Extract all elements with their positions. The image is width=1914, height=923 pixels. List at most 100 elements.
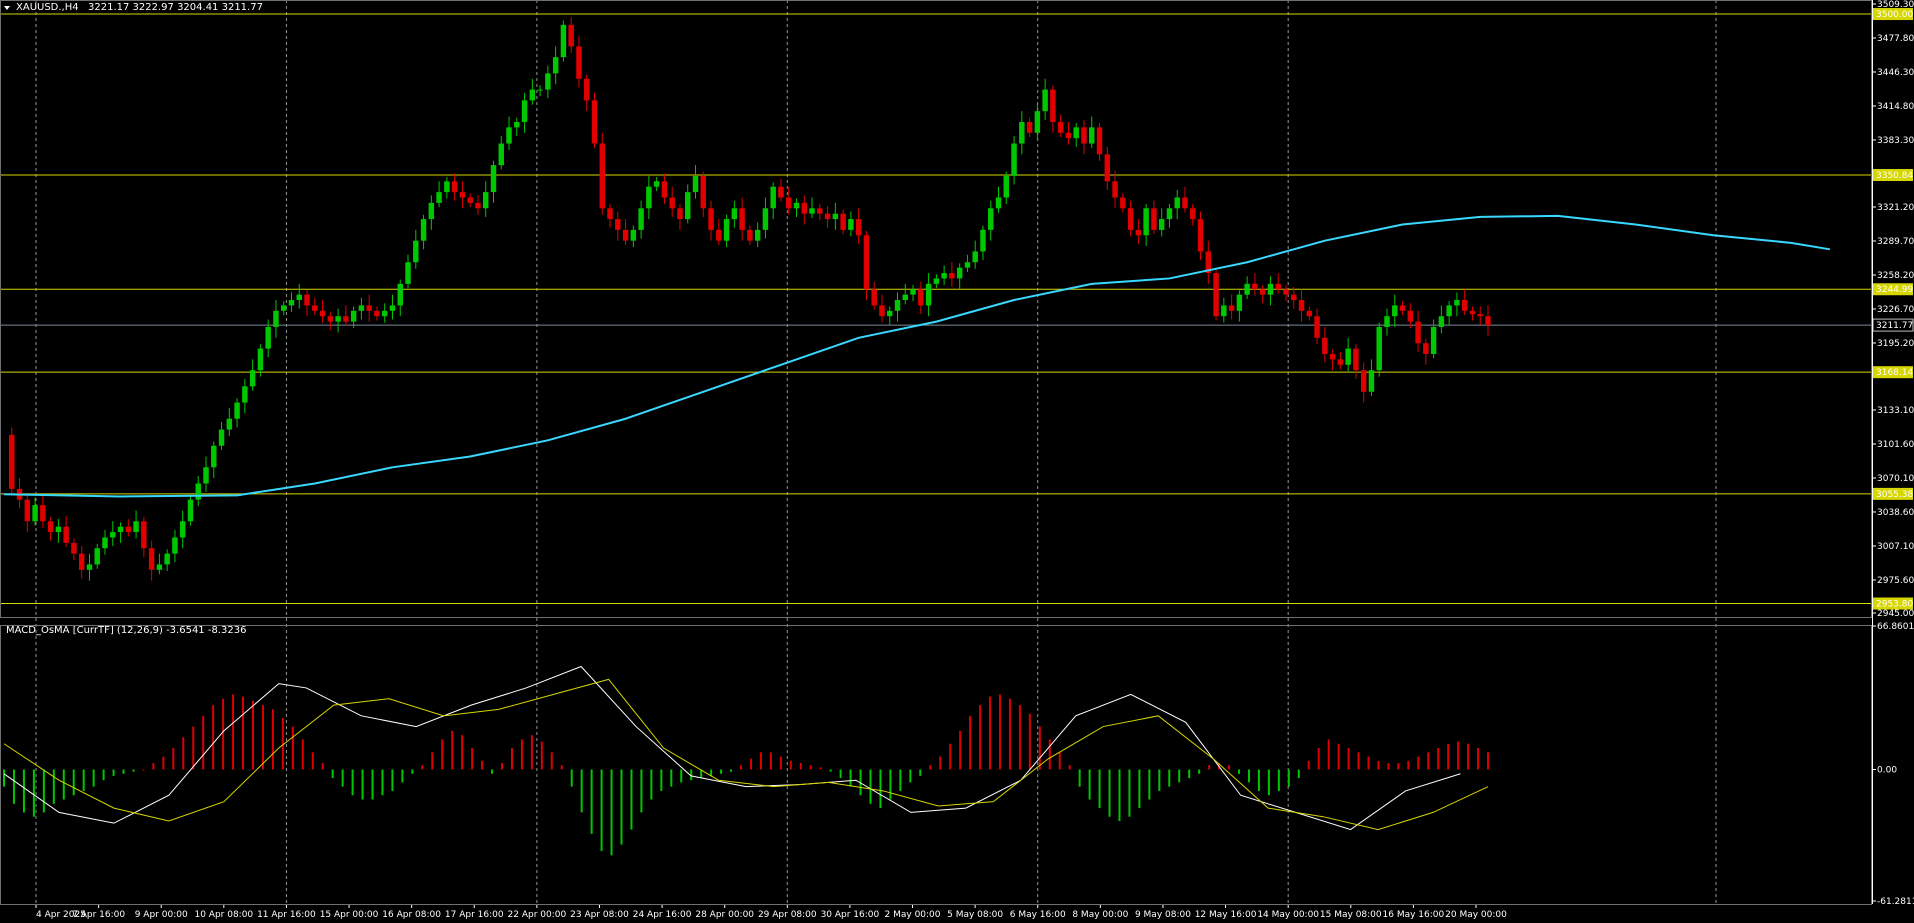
level-price-label: 3500.00 [1876, 10, 1913, 20]
bearish-candle [71, 542, 77, 554]
histogram-bar [391, 769, 394, 791]
histogram-bar [819, 767, 822, 770]
histogram-bar [1228, 765, 1231, 770]
bearish-candle [840, 213, 846, 230]
bearish-candle [1228, 305, 1235, 311]
bullish-candle [288, 300, 295, 306]
time-axis-label: 30 Apr 16:00 [821, 910, 880, 920]
histogram-bar [1188, 769, 1191, 779]
main-chart-frame [0, 0, 1872, 618]
bullish-candle [925, 283, 932, 306]
signal-line [3, 678, 1489, 831]
time-axis-label: 5 May 08:00 [947, 910, 1003, 920]
bullish-candle [1073, 127, 1079, 139]
histogram-bar [909, 769, 912, 783]
bearish-candle [1485, 316, 1491, 326]
histogram-bar [481, 760, 484, 770]
bearish-candle [1353, 348, 1359, 371]
histogram-bar [82, 769, 85, 791]
histogram-bar [1437, 748, 1440, 770]
level-price-label: 3350.84 [1876, 171, 1913, 181]
time-axis-label: 16 Apr 08:00 [382, 910, 441, 920]
price-axis-label: 3133.10 [1877, 406, 1914, 416]
bullish-candle [32, 505, 38, 522]
histogram-bar [192, 726, 195, 770]
bullish-candle [723, 219, 730, 241]
bullish-candle [1446, 305, 1452, 317]
indicator-frame [0, 625, 1872, 905]
histogram-bar [401, 769, 404, 783]
bullish-candle [521, 100, 528, 122]
histogram-bar [660, 769, 663, 791]
histogram-bar [1487, 752, 1489, 770]
bullish-candle [956, 267, 963, 279]
bearish-candle [615, 219, 621, 230]
bullish-candle [226, 418, 233, 430]
histogram-bar [301, 739, 304, 770]
histogram-bar [869, 769, 872, 804]
bearish-candle [801, 202, 807, 214]
bullish-candle [1042, 89, 1048, 112]
histogram-bar [929, 765, 932, 770]
bearish-candle [1081, 127, 1087, 144]
histogram-bar [311, 752, 314, 770]
histogram-bar [1267, 769, 1270, 796]
bearish-candle [786, 197, 792, 209]
time-axis-label: 29 Apr 08:00 [758, 910, 817, 920]
price-axis-label: 2975.60 [1877, 576, 1914, 586]
histogram-bar [1317, 748, 1320, 770]
bearish-candle [708, 208, 714, 230]
bearish-candle [63, 526, 69, 543]
bullish-candle [296, 294, 302, 301]
time-axis-label: 8 May 00:00 [1072, 910, 1128, 920]
histogram-bar [3, 769, 5, 787]
bullish-candle [964, 262, 971, 268]
level-price-tag [1873, 8, 1913, 21]
level-price-label: 2953.80 [1876, 600, 1913, 610]
price-axis-label: 3226.70 [1877, 305, 1914, 315]
level-price-tag [1873, 366, 1913, 379]
candlestick-series [9, 17, 1491, 581]
histogram-bar [132, 769, 135, 772]
histogram-bar [32, 769, 35, 817]
histogram-bar [1247, 769, 1250, 783]
histogram-bar [1058, 752, 1061, 770]
bullish-candle [1345, 348, 1351, 365]
time-axis-label: 7 Apr 16:00 [72, 910, 125, 920]
bullish-candle [86, 564, 93, 570]
horizontal-levels[interactable]: 3500.00 3350.84 3244.99 3168.14 3055.38 2953.… [0, 8, 1914, 610]
bullish-candle [1438, 316, 1445, 328]
histogram-bar [640, 769, 643, 813]
bearish-candle [669, 197, 675, 209]
histogram-bar [620, 769, 623, 845]
histogram-bar [590, 769, 593, 834]
histogram-bar [62, 769, 65, 800]
bullish-candle [242, 386, 248, 403]
price-axis-label: 3509.30 [1877, 0, 1914, 10]
bullish-candle [754, 229, 761, 241]
bullish-candle [545, 73, 551, 90]
bearish-candle [459, 192, 466, 198]
bullish-candle [685, 192, 691, 220]
histogram-bar [1477, 748, 1480, 770]
histogram-bar [72, 769, 75, 796]
bullish-candle [102, 537, 108, 549]
bullish-candle [848, 219, 854, 230]
histogram-bar [1287, 769, 1290, 787]
price-axis-label: 3414.80 [1877, 102, 1914, 112]
bullish-candle [809, 208, 815, 214]
bullish-candle [389, 305, 396, 311]
histogram-bar [271, 709, 274, 770]
bearish-candle [312, 305, 318, 311]
bearish-candle [343, 316, 349, 322]
bearish-candle [1283, 289, 1289, 295]
histogram-bar [441, 739, 444, 770]
histogram-bar [261, 705, 264, 770]
bearish-candle [1205, 251, 1212, 274]
bullish-candle [1376, 327, 1382, 371]
price-axis-label: 3007.10 [1877, 542, 1914, 552]
time-axis-label: 23 Apr 08:00 [570, 910, 629, 920]
time-axis-label: 24 Apr 16:00 [633, 910, 692, 920]
histogram-bar [600, 769, 603, 852]
